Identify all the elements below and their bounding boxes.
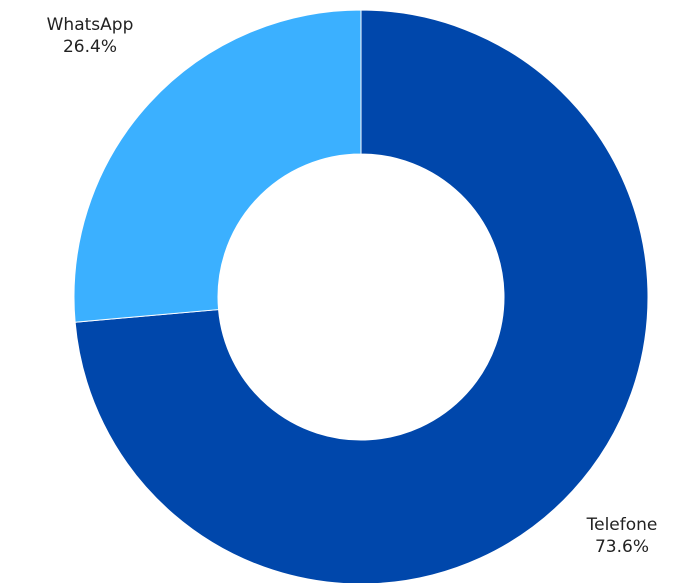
slice-label-whatsapp-percent: 26.4% [62,37,117,58]
slice-label-telefone-percent: 73.6% [594,537,649,558]
slice-label-telefone-name: Telefone [586,515,658,535]
slice-label-whatsapp: WhatsApp 26.4% [20,14,160,59]
slice-telefone [74,9,649,583]
slice-whatsapp [73,9,362,323]
slice-label-whatsapp-name: WhatsApp [46,15,134,35]
slice-label-telefone: Telefone 73.6% [560,514,684,559]
